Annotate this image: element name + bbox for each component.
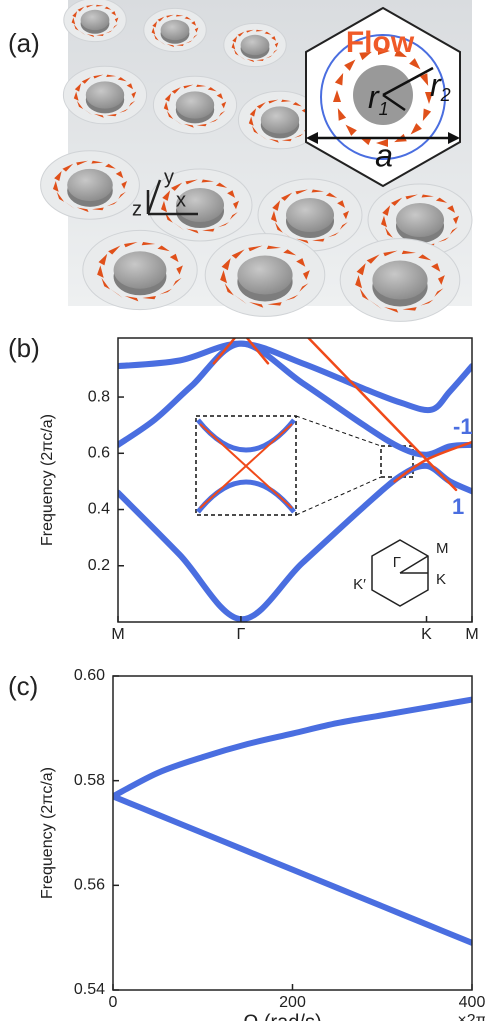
band-line [113,796,472,943]
y-tick-label: 0.8 [88,388,110,405]
figure: Flow r1 r2 a x y z (a) 0.20.40.60.8MΓKM(… [0,0,485,1021]
axis-z-label: z [132,198,142,220]
pillar-top [114,251,167,288]
panel-a: Flow r1 r2 a x y z (a) [8,0,472,321]
pillar-top [161,20,190,40]
pillar-top [261,106,299,133]
r1-subscript: 1 [379,99,389,119]
page: {"panel_a": {"label": "(a)", "flow": "Fl… [0,0,485,1021]
y-tick-label: 0.58 [74,772,105,789]
x-tick-label: 0 [109,994,118,1011]
pillar-top [176,91,214,118]
x-tick-label: M [465,626,478,643]
plot-frame [113,676,472,990]
x-unit-note: ×2π [457,1012,485,1021]
pillar-top [81,10,110,30]
x-tick-label: M [111,626,124,643]
panel-label: (c) [8,671,38,701]
y-tick-label: 0.6 [88,445,110,462]
r2-subscript: 2 [440,85,451,105]
panel-label: (b) [8,333,40,363]
y-axis-label: Frequency (2πc/a) [39,414,56,546]
bz-label: K [436,571,446,588]
pillar-top [396,203,444,237]
flow-label: Flow [346,26,415,59]
axis-y-label: y [164,166,174,188]
x-tick-label: 400 [459,994,485,1011]
panel-label: (a) [8,28,40,58]
y-tick-label: 0.56 [74,877,105,894]
lattice-label: a [375,137,393,173]
band-line [113,700,472,797]
y-tick-label: 0.2 [88,557,110,574]
bz-label: M [436,540,449,557]
band-annotation: 1 [452,494,464,519]
pillar-top [372,260,427,299]
axis-x-label: x [176,189,186,211]
pillar-top [237,255,292,294]
band-line [309,338,457,490]
y-axis-label: Frequency (2πc/a) [39,767,56,899]
y-tick-label: 0.54 [74,981,105,998]
x-tick-label: Γ [237,626,246,643]
zoom-line [296,477,381,515]
pillar-top [241,35,270,55]
pillar-top [86,81,124,108]
irreducible-path [400,556,428,573]
pillar-top [286,198,334,232]
x-tick-label: K [421,626,432,643]
bz-label: K′ [353,576,366,593]
x-axis-label: Ω (rad/s) [243,1011,321,1021]
y-tick-label: 0.60 [74,667,105,684]
x-tick-label: 200 [279,994,306,1011]
y-tick-label: 0.4 [88,501,110,518]
band-annotation: -1 [453,414,473,439]
bz-label: Γ [393,554,401,571]
pillar-top [67,169,113,201]
